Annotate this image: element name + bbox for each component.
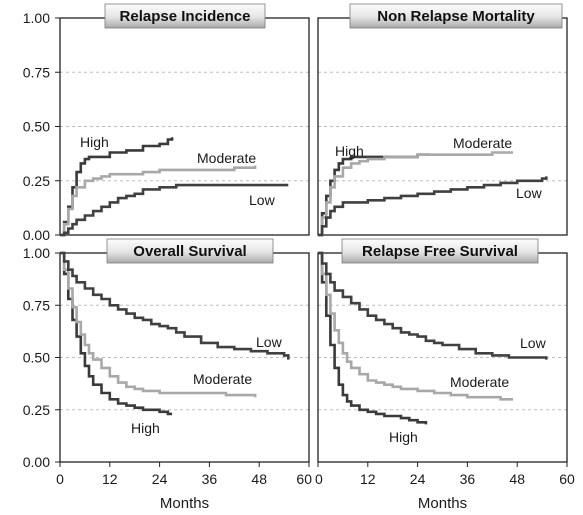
x-tick-label: 12	[102, 471, 118, 487]
x-tick-label: 48	[251, 471, 267, 487]
series-label-moderate: Moderate	[450, 374, 509, 390]
series-line-moderate	[318, 151, 513, 237]
series-line-low	[318, 176, 548, 237]
series-label-high: High	[80, 134, 109, 150]
x-tick-label: 60	[296, 471, 312, 487]
panel-title-box	[349, 3, 563, 29]
panel-non-relapse-mortality: High Moderate Low Non Relapse Mortality	[317, 3, 568, 237]
y-tick-label: 0.75	[23, 64, 50, 80]
series-line-moderate	[318, 251, 513, 401]
y-tick-label: 0.00	[23, 227, 50, 243]
x-tick-label: 24	[410, 471, 426, 487]
x-tick-label: 36	[460, 471, 476, 487]
series-label-high: High	[131, 420, 160, 436]
panel-title: Relapse Incidence	[120, 8, 251, 25]
y-tick-label: 0.75	[23, 297, 50, 313]
y-tick-label: 0.00	[23, 454, 50, 470]
y-tick-label: 0.25	[23, 402, 50, 418]
series-line-low	[318, 251, 548, 360]
y-tick-label: 1.00	[23, 10, 50, 26]
series-line-high	[60, 251, 173, 416]
panel-title: Relapse Free Survival	[362, 243, 518, 260]
x-tick-label: 60	[559, 471, 575, 487]
y-tick-label: 1.00	[23, 245, 50, 261]
x-axis-label: Months	[160, 495, 209, 512]
y-tick-label: 0.50	[23, 350, 50, 366]
panel-title: Non Relapse Mortality	[377, 8, 535, 25]
x-tick-label: 0	[315, 471, 323, 487]
panel-relapse-free-survival: 0 12 24 36 48 60 Months High Moderate Low Relapse …	[315, 238, 575, 512]
series-line-moderate	[60, 251, 257, 398]
y-tick-label: 0.50	[23, 119, 50, 135]
series-label-moderate: Moderate	[197, 150, 256, 166]
series-line-moderate	[60, 165, 257, 237]
x-tick-label: 12	[360, 471, 376, 487]
panel-title-box	[104, 3, 266, 29]
x-tick-label: 36	[202, 471, 218, 487]
series-label-low: Low	[520, 335, 547, 351]
series-label-moderate: Moderate	[453, 135, 512, 151]
series-label-low: Low	[516, 185, 543, 201]
series-line-high	[60, 137, 174, 237]
panel-relapse-incidence: 0.00 0.25 0.50 0.75 1.00 High Moderate Low Relap…	[23, 3, 310, 243]
x-axis-label: Months	[418, 495, 467, 512]
panel-title: Overall Survival	[133, 243, 246, 260]
panel-overall-survival: 0.00 0.25 0.50 0.75 1.00 0 12 24 36 48 60 Months Hig…	[23, 238, 312, 512]
panel-title-box	[341, 238, 539, 264]
series-line-low	[60, 183, 289, 237]
series-label-moderate: Moderate	[193, 371, 252, 387]
series-label-high: High	[335, 143, 364, 159]
series-line-high	[318, 251, 428, 425]
x-tick-label: 0	[56, 471, 64, 487]
series-label-low: Low	[249, 192, 276, 208]
x-tick-label: 24	[152, 471, 168, 487]
series-line-low	[60, 251, 290, 360]
y-tick-label: 0.25	[23, 173, 50, 189]
panel-title-box	[106, 238, 274, 264]
x-tick-label: 48	[509, 471, 525, 487]
series-label-high: High	[389, 429, 418, 445]
series-label-low: Low	[256, 334, 283, 350]
